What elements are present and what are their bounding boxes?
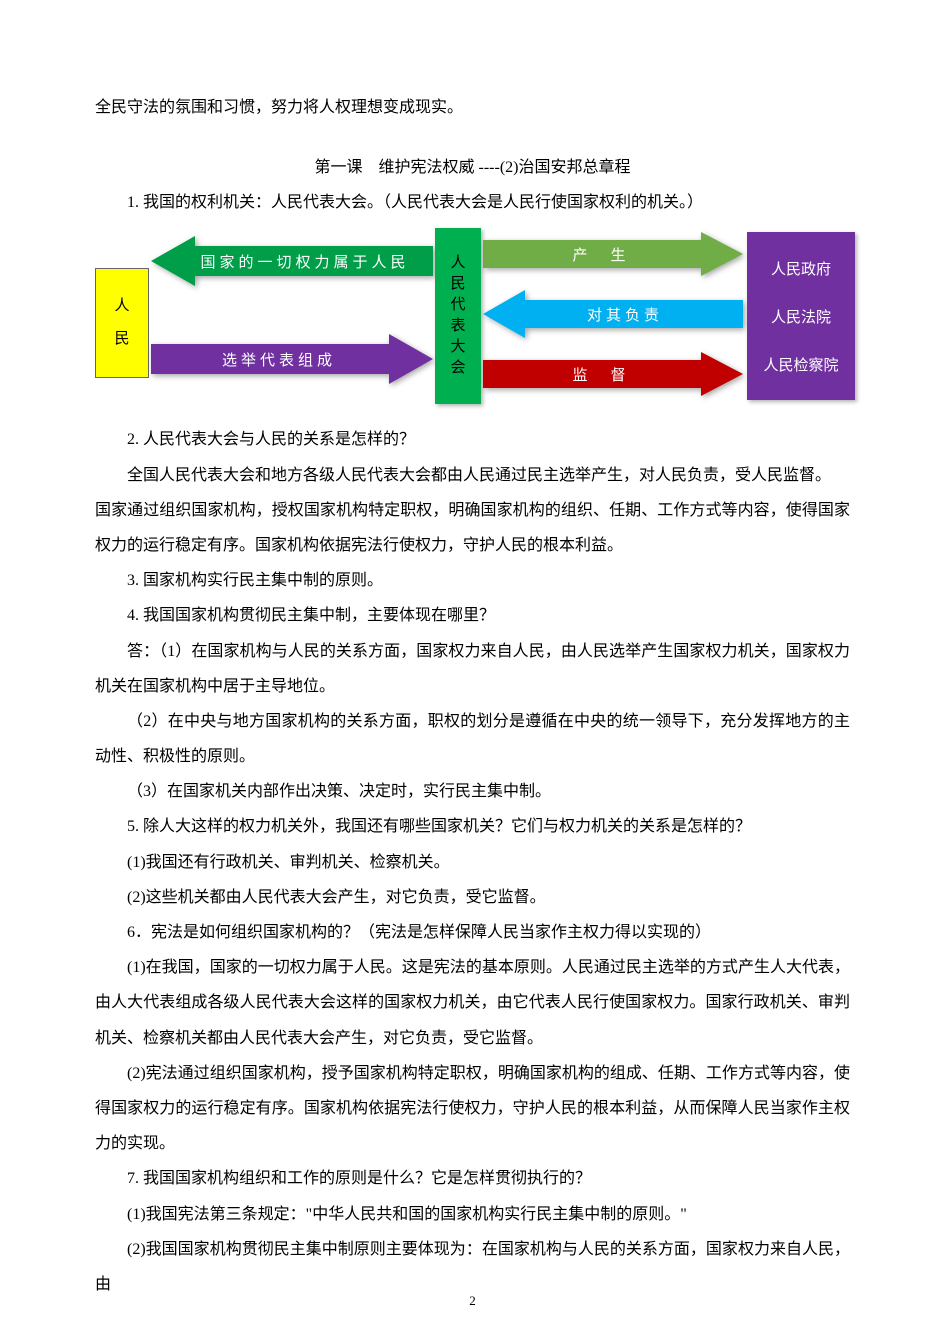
- question-1: 1. 我国的权利机关：人民代表大会。（人民代表大会是人民行使国家权利的机关。）: [95, 185, 850, 220]
- question-3: 3. 国家机构实行民主集中制的原则。: [95, 563, 850, 598]
- page-number: 2: [0, 1293, 945, 1309]
- arrow-supervise: 监 督: [483, 352, 743, 396]
- arrow-elect-reps: 选举代表组成: [151, 334, 433, 384]
- arrow-produce: 产 生: [483, 232, 743, 276]
- organ-court: 人民法院: [771, 306, 831, 327]
- box-people: 人 民: [95, 268, 149, 378]
- answer-5-2: (2)这些机关都由人民代表大会产生，对它负责，受它监督。: [95, 880, 850, 915]
- question-5: 5. 除人大这样的权力机关外，我国还有哪些国家机关？它们与权力机关的关系是怎样的…: [95, 809, 850, 844]
- answer-4-3: （3）在国家机关内部作出决策、决定时，实行民主集中制。: [95, 774, 850, 809]
- box-people-char2: 民: [114, 323, 129, 356]
- answer-4-2: （2）在中央与地方国家机构的关系方面，职权的划分是遵循在中央的统一领导下，充分发…: [95, 704, 850, 774]
- lesson-title: 第一课 维护宪法权威 ----(2)治国安邦总章程: [95, 153, 850, 177]
- arrow-responsible-to: 对其负责: [483, 290, 743, 338]
- question-4: 4. 我国国家机构贯彻民主集中制，主要体现在哪里？: [95, 598, 850, 633]
- arrow-power-belongs-people: 国家的一切权力属于人民: [151, 236, 433, 286]
- question-2: 2. 人民代表大会与人民的关系是怎样的？: [95, 422, 850, 457]
- box-state-organs: 人民政府 人民法院 人民检察院: [747, 232, 855, 400]
- box-npc: 人民代表大会: [435, 228, 481, 404]
- answer-7-1: (1)我国宪法第三条规定："中华人民共和国的国家机构实行民主集中制的原则。": [95, 1197, 850, 1232]
- organ-gov: 人民政府: [771, 258, 831, 279]
- answer-2a: 全国人民代表大会和地方各级人民代表大会都由人民通过民主选举产生，对人民负责，受人…: [95, 458, 850, 493]
- box-people-char1: 人: [114, 290, 129, 323]
- answer-7-2: (2)我国国家机构贯彻民主集中制原则主要体现为：在国家机构与人民的关系方面，国家…: [95, 1232, 850, 1302]
- organ-proc: 人民检察院: [763, 354, 838, 375]
- body-text: 全民守法的氛围和习惯，努力将人权理想变成现实。: [95, 90, 850, 125]
- question-6: 6．宪法是如何组织国家机构的？（宪法是怎样保障人民当家作主权力得以实现的）: [95, 915, 850, 950]
- answer-6-2: (2)宪法通过组织国家机构，授予国家机构特定职权，明确国家机构的组成、任期、工作…: [95, 1056, 850, 1162]
- question-7: 7. 我国国家机构组织和工作的原则是什么？它是怎样贯彻执行的？: [95, 1161, 850, 1196]
- relationship-diagram: 人 民 国家的一切权力属于人民 选举代表组成 人民代表大会 产 生 对其负责: [95, 228, 855, 408]
- answer-5-1: (1)我国还有行政机关、审判机关、检察机关。: [95, 845, 850, 880]
- answer-6-1: (1)在我国，国家的一切权力属于人民。这是宪法的基本原则。人民通过民主选举的方式…: [95, 950, 850, 1056]
- answer-4-1: 答：（1）在国家机构与人民的关系方面，国家权力来自人民，由人民选举产生国家权力机…: [95, 634, 850, 704]
- answer-2b: 国家通过组织国家机构，授权国家机构特定职权，明确国家机构的组织、任期、工作方式等…: [95, 493, 850, 563]
